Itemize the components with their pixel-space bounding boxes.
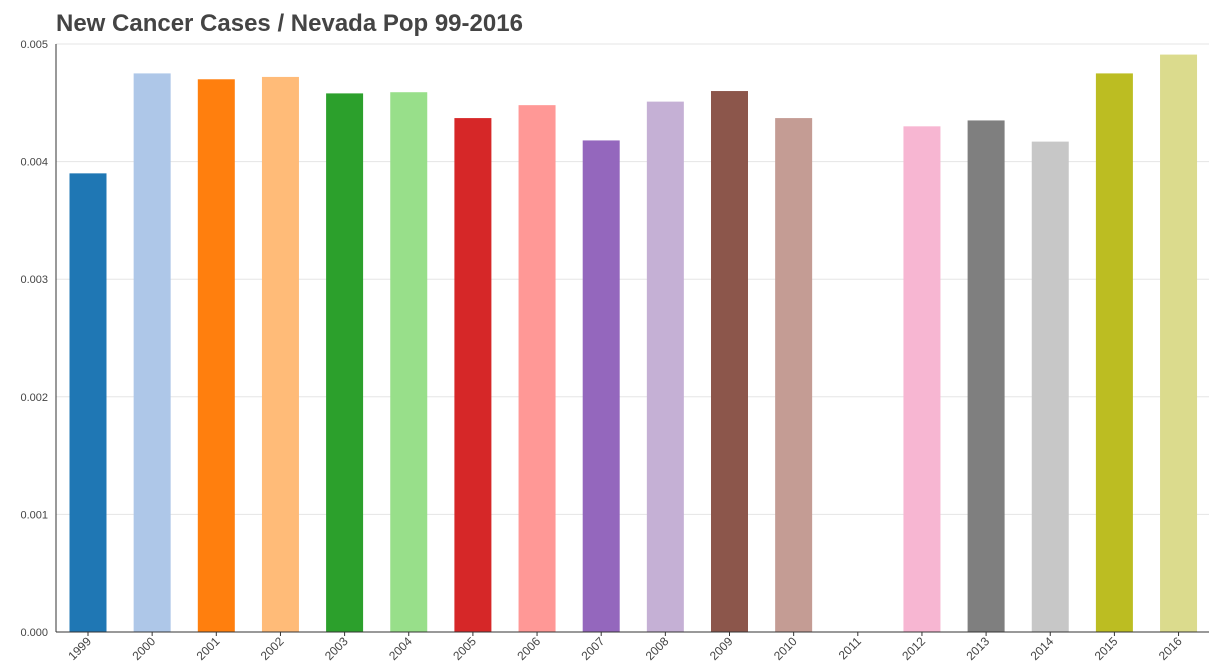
bar-2008 <box>646 101 684 632</box>
x-tick-label: 2010 <box>771 634 800 663</box>
bar-2013 <box>967 120 1005 632</box>
x-tick-label: 2015 <box>1092 634 1121 663</box>
bar-2004 <box>390 92 428 632</box>
bar-2003 <box>326 93 364 633</box>
bar-2009 <box>711 91 748 633</box>
y-tick-label: 0.000 <box>20 627 48 639</box>
x-tick-label: 2016 <box>1156 634 1185 663</box>
axes <box>55 44 1209 636</box>
bar-2002 <box>261 76 299 633</box>
bar-2014 <box>1031 141 1069 632</box>
y-tick-label: 0.001 <box>20 509 48 521</box>
x-tick-label: 2005 <box>450 634 479 663</box>
y-tick-label: 0.004 <box>20 157 48 169</box>
x-tick-label: 2009 <box>707 634 736 663</box>
bar-2006 <box>518 105 556 633</box>
bar-2005 <box>454 118 492 632</box>
bar-2007 <box>582 140 620 632</box>
bar-2012 <box>903 126 941 632</box>
bar-2015 <box>1095 73 1133 632</box>
bar-2000 <box>133 73 171 632</box>
x-tick-label: 2001 <box>194 634 223 663</box>
x-tick-label: 2004 <box>386 634 415 663</box>
x-tick-label: 2013 <box>963 634 992 663</box>
y-tick-label: 0.005 <box>20 39 48 51</box>
x-tick-label: 2012 <box>899 634 928 663</box>
chart-title: New Cancer Cases / Nevada Pop 99-2016 <box>56 10 523 37</box>
bar-2010 <box>775 118 813 632</box>
y-tick-label: 0.002 <box>20 392 48 404</box>
x-tick-label: 2003 <box>322 634 351 663</box>
x-tick-label: 2002 <box>258 634 287 663</box>
x-tick-label: 2007 <box>579 634 608 663</box>
y-tick-labels: 0.000 0.001 0.002 0.003 0.004 0.005 <box>20 39 48 639</box>
bar-2001 <box>197 79 235 632</box>
x-tick-label: 2014 <box>1028 634 1057 663</box>
x-tick-label: 2000 <box>129 634 158 663</box>
bar-1999 <box>69 173 107 633</box>
bars <box>69 54 1198 633</box>
y-tick-label: 0.003 <box>20 274 48 286</box>
x-tick-label: 2006 <box>514 634 543 663</box>
x-tick-label: 2011 <box>836 634 864 662</box>
x-tick-label: 2008 <box>643 634 672 663</box>
x-tick-labels: 1999 2000 2001 2002 2003 2004 2005 2006 2007 2008… <box>65 634 1185 663</box>
x-tick-label: 1999 <box>65 634 94 663</box>
bar-2016 <box>1160 54 1198 633</box>
